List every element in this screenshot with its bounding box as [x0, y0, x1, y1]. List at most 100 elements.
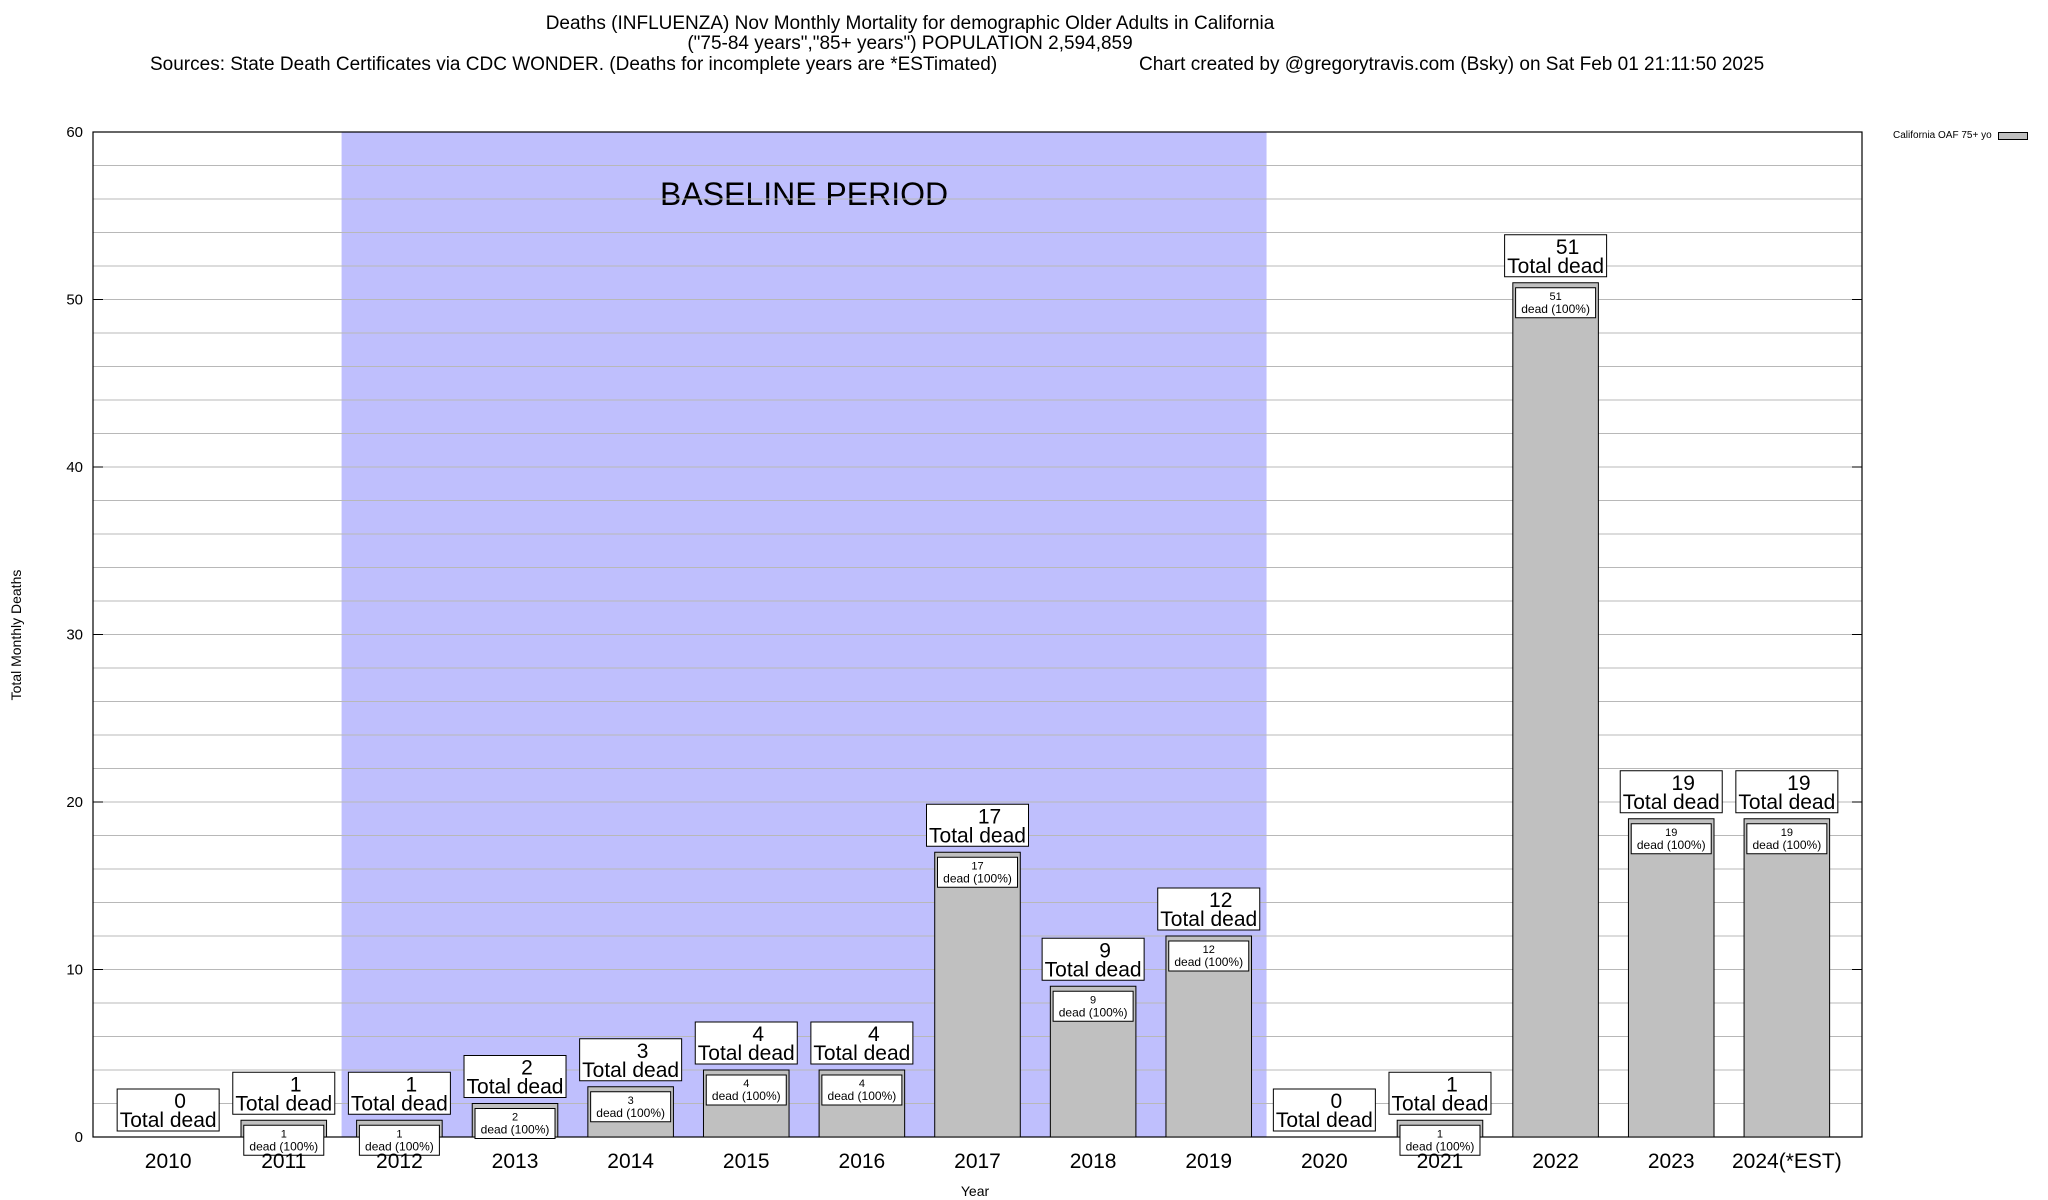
segment-label-value: 2	[512, 1112, 518, 1124]
total-label-value: 3	[637, 1040, 649, 1063]
total-label-value: 1	[1446, 1073, 1458, 1096]
segment-label-value: 1	[281, 1128, 287, 1140]
total-label-text: Total dead	[235, 1092, 332, 1115]
chart-title: Deaths (INFLUENZA) Nov Monthly Mortality…	[545, 13, 1275, 34]
total-label-box	[463, 1055, 567, 1098]
total-label-box	[1388, 1071, 1492, 1115]
segment-label-box	[1168, 940, 1250, 972]
x-tick-label: 2014	[607, 1150, 654, 1173]
segment-label-text: dead (100%)	[1752, 838, 1821, 852]
total-label-value: 19	[1672, 772, 1695, 795]
chart-subtitle: ("75-84 years","85+ years") POPULATION 2…	[687, 33, 1133, 54]
segment-label-text: dead (100%)	[828, 1089, 897, 1103]
total-label-text: Total dead	[1045, 958, 1142, 981]
segment-label-value: 1	[1437, 1128, 1443, 1140]
total-label-box	[926, 803, 1029, 847]
total-label-text: Total dead	[698, 1042, 795, 1065]
segment-label-text: dead (100%)	[1637, 838, 1706, 852]
x-tick-label: 2017	[954, 1150, 1001, 1173]
total-label-text: Total dead	[351, 1092, 448, 1115]
y-tick-label: 30	[66, 627, 83, 644]
segment-label-box	[1399, 1124, 1481, 1156]
x-tick-label: 2012	[376, 1150, 423, 1173]
total-label-value: 51	[1556, 236, 1579, 259]
x-tick-label: 2019	[1185, 1150, 1232, 1173]
total-label-text: Total dead	[1507, 255, 1604, 278]
legend: California OAF 75+ yo	[1893, 130, 2028, 141]
segment-label-box	[705, 1074, 787, 1106]
total-label-text: Total dead	[120, 1109, 217, 1132]
x-tick-label: 2022	[1532, 1150, 1579, 1173]
total-label-text: Total dead	[467, 1076, 564, 1099]
total-label-text: Total dead	[1738, 791, 1835, 814]
segment-label-value: 51	[1549, 291, 1561, 303]
total-label-value: 9	[1099, 939, 1111, 962]
segment-label-box	[1630, 823, 1712, 855]
segment-label-box	[474, 1108, 556, 1139]
bar	[1512, 282, 1599, 1138]
total-label-text: Total dead	[1160, 908, 1257, 931]
total-label-text: Total dead	[1623, 791, 1720, 814]
segment-label-box	[821, 1074, 903, 1106]
x-tick-label: 2020	[1301, 1150, 1348, 1173]
segment-label-value: 9	[1090, 994, 1096, 1006]
segment-label-box	[1746, 823, 1828, 855]
bar	[1743, 818, 1831, 1138]
segment-label-box	[243, 1124, 325, 1156]
x-tick-label: 2021	[1417, 1150, 1464, 1173]
segment-label-text: dead (100%)	[1406, 1139, 1475, 1153]
segment-label-text: dead (100%)	[249, 1139, 318, 1153]
total-label-text: Total dead	[929, 824, 1026, 847]
total-label-value: 0	[174, 1090, 186, 1113]
total-label-value: 17	[978, 805, 1001, 828]
total-label-value: 0	[1331, 1090, 1343, 1113]
x-tick-label: 2013	[492, 1150, 539, 1173]
total-label-text: Total dead	[1392, 1092, 1489, 1115]
total-label-value: 4	[752, 1023, 764, 1046]
total-label-value: 12	[1209, 889, 1232, 912]
segment-label-box	[590, 1091, 672, 1123]
total-label-text: Total dead	[813, 1042, 910, 1065]
segment-label-text: dead (100%)	[596, 1106, 665, 1120]
segment-label-text: dead (100%)	[365, 1139, 434, 1153]
x-tick-label: 2011	[261, 1150, 306, 1173]
y-tick-label: 50	[66, 292, 83, 309]
total-label-value: 1	[406, 1073, 418, 1096]
total-label-box	[1041, 937, 1145, 981]
total-label-text: Total dead	[582, 1059, 679, 1082]
segment-label-text: dead (100%)	[1174, 955, 1243, 969]
y-tick-label: 20	[66, 794, 83, 811]
bar	[1627, 818, 1715, 1138]
segment-label-box	[1052, 990, 1134, 1022]
baseline-period-label: BASELINE PERIOD	[660, 176, 948, 212]
credit-note: Chart created by @gregorytravis.com (Bsk…	[1139, 54, 1765, 75]
segment-label-value: 12	[1203, 944, 1215, 956]
segment-label-value: 17	[971, 860, 983, 872]
x-tick-label: 2010	[145, 1150, 192, 1173]
bar	[934, 851, 1021, 1138]
x-axis-label: Year	[960, 1183, 990, 1199]
total-label-value: 2	[521, 1057, 533, 1080]
segment-label-value: 19	[1665, 827, 1677, 839]
segment-label-value: 3	[628, 1095, 634, 1107]
x-tick-label: 2015	[723, 1150, 770, 1173]
total-label-box	[579, 1038, 683, 1082]
legend-swatch	[1997, 131, 2028, 140]
total-label-box	[1504, 234, 1608, 278]
y-tick-label: 0	[75, 1129, 83, 1146]
segment-label-box	[1515, 287, 1597, 319]
segment-label-value: 19	[1781, 827, 1793, 839]
x-tick-label: 2024(*EST)	[1732, 1150, 1842, 1173]
total-label-box	[694, 1021, 798, 1065]
source-note: Sources: State Death Certificates via CD…	[150, 54, 998, 75]
total-label-box	[810, 1021, 914, 1065]
total-label-box	[232, 1071, 336, 1115]
total-label-value: 4	[868, 1023, 880, 1046]
x-tick-label: 2023	[1648, 1150, 1695, 1173]
total-label-value: 1	[290, 1073, 302, 1096]
segment-label-text: dead (100%)	[943, 871, 1012, 885]
x-tick-label: 2016	[839, 1150, 886, 1173]
y-tick-label: 40	[66, 459, 83, 476]
total-label-value: 19	[1787, 772, 1810, 795]
